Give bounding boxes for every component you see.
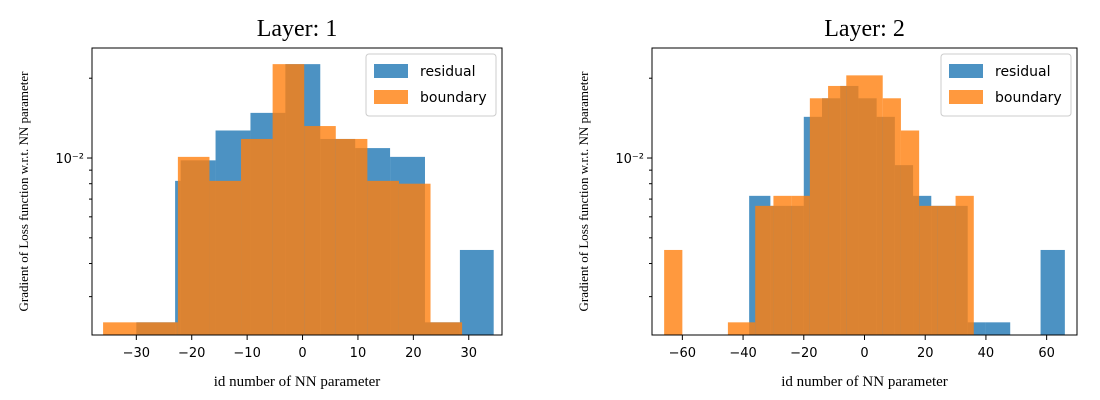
legend-label-boundary: boundary [420, 90, 487, 106]
boundary-bar [919, 205, 938, 335]
x-tick-label: 0 [298, 346, 306, 361]
legend-label-residual: residual [995, 64, 1050, 80]
residual-bar [1040, 249, 1065, 335]
boundary-bar [209, 180, 242, 335]
x-tick-label: 20 [917, 346, 934, 361]
y-tick-label: 10⁻² [55, 152, 84, 167]
boundary-bar [900, 130, 920, 335]
boundary-bar [882, 98, 901, 335]
boundary-bar [367, 180, 399, 335]
chart-panel-2: −60 −40 −20 0 20 40 60 10⁻² Layer: 2 id number of… [576, 16, 1078, 390]
boundary-bar [846, 75, 865, 335]
x-tick-label: 40 [978, 346, 995, 361]
chart-title: Layer: 2 [824, 16, 905, 42]
legend-swatch-residual [949, 64, 983, 78]
residual-bar [985, 322, 1011, 335]
x-axis-label: id number of NN parameter [781, 374, 948, 390]
chart-panel-1: −30 −20 −10 0 10 20 30 10⁻² Layer: 1 id number of… [16, 16, 503, 390]
legend-label-residual: residual [420, 64, 475, 80]
x-tick-label: 30 [460, 346, 477, 361]
boundary-bar [773, 195, 792, 335]
x-tick-label: −20 [178, 346, 205, 361]
boundary-bar [809, 98, 829, 335]
legend-swatch-boundary [949, 90, 983, 104]
y-tick-label: 10⁻² [615, 152, 644, 167]
boundary-bar [241, 138, 273, 335]
x-tick-label: −10 [233, 346, 260, 361]
x-tick-label: −40 [729, 346, 756, 361]
chart-title: Layer: 1 [257, 16, 338, 42]
boundary-bar [335, 138, 368, 335]
boundary-bar [430, 322, 463, 335]
boundary-bar [398, 183, 431, 335]
boundary-bar [272, 64, 305, 335]
boundary-bar [177, 156, 210, 335]
y-axis-label: Gradient of Loss function w.r.t. NN para… [16, 71, 31, 312]
y-axis-label: Gradient of Loss function w.r.t. NN para… [576, 71, 591, 312]
plot-frame [91, 47, 503, 336]
boundary-bar [828, 85, 847, 335]
legend: residual boundary [365, 53, 497, 117]
x-tick-label: −30 [123, 346, 150, 361]
x-tick-label: 10 [350, 346, 367, 361]
x-tick-label: 60 [1038, 346, 1055, 361]
boundary-bar [727, 322, 756, 335]
boundary-bar [955, 195, 974, 335]
boundary-bar [664, 249, 683, 335]
legend-swatch-residual [374, 64, 408, 78]
boundary-bar [791, 195, 810, 335]
boundary-bar [937, 205, 956, 335]
boundary-bar [864, 75, 883, 335]
legend-label-boundary: boundary [995, 90, 1062, 106]
x-tick-label: −20 [790, 346, 817, 361]
legend: residual boundary [940, 53, 1072, 117]
boundary-bar [304, 126, 336, 335]
boundary-bar [755, 205, 774, 335]
x-tick-label: 20 [405, 346, 422, 361]
boundary-bar [103, 322, 178, 335]
x-axis-label: id number of NN parameter [214, 374, 381, 390]
residual-bar [459, 249, 494, 335]
legend-swatch-boundary [374, 90, 408, 104]
x-tick-label: 0 [860, 346, 868, 361]
x-tick-label: −60 [669, 346, 696, 361]
